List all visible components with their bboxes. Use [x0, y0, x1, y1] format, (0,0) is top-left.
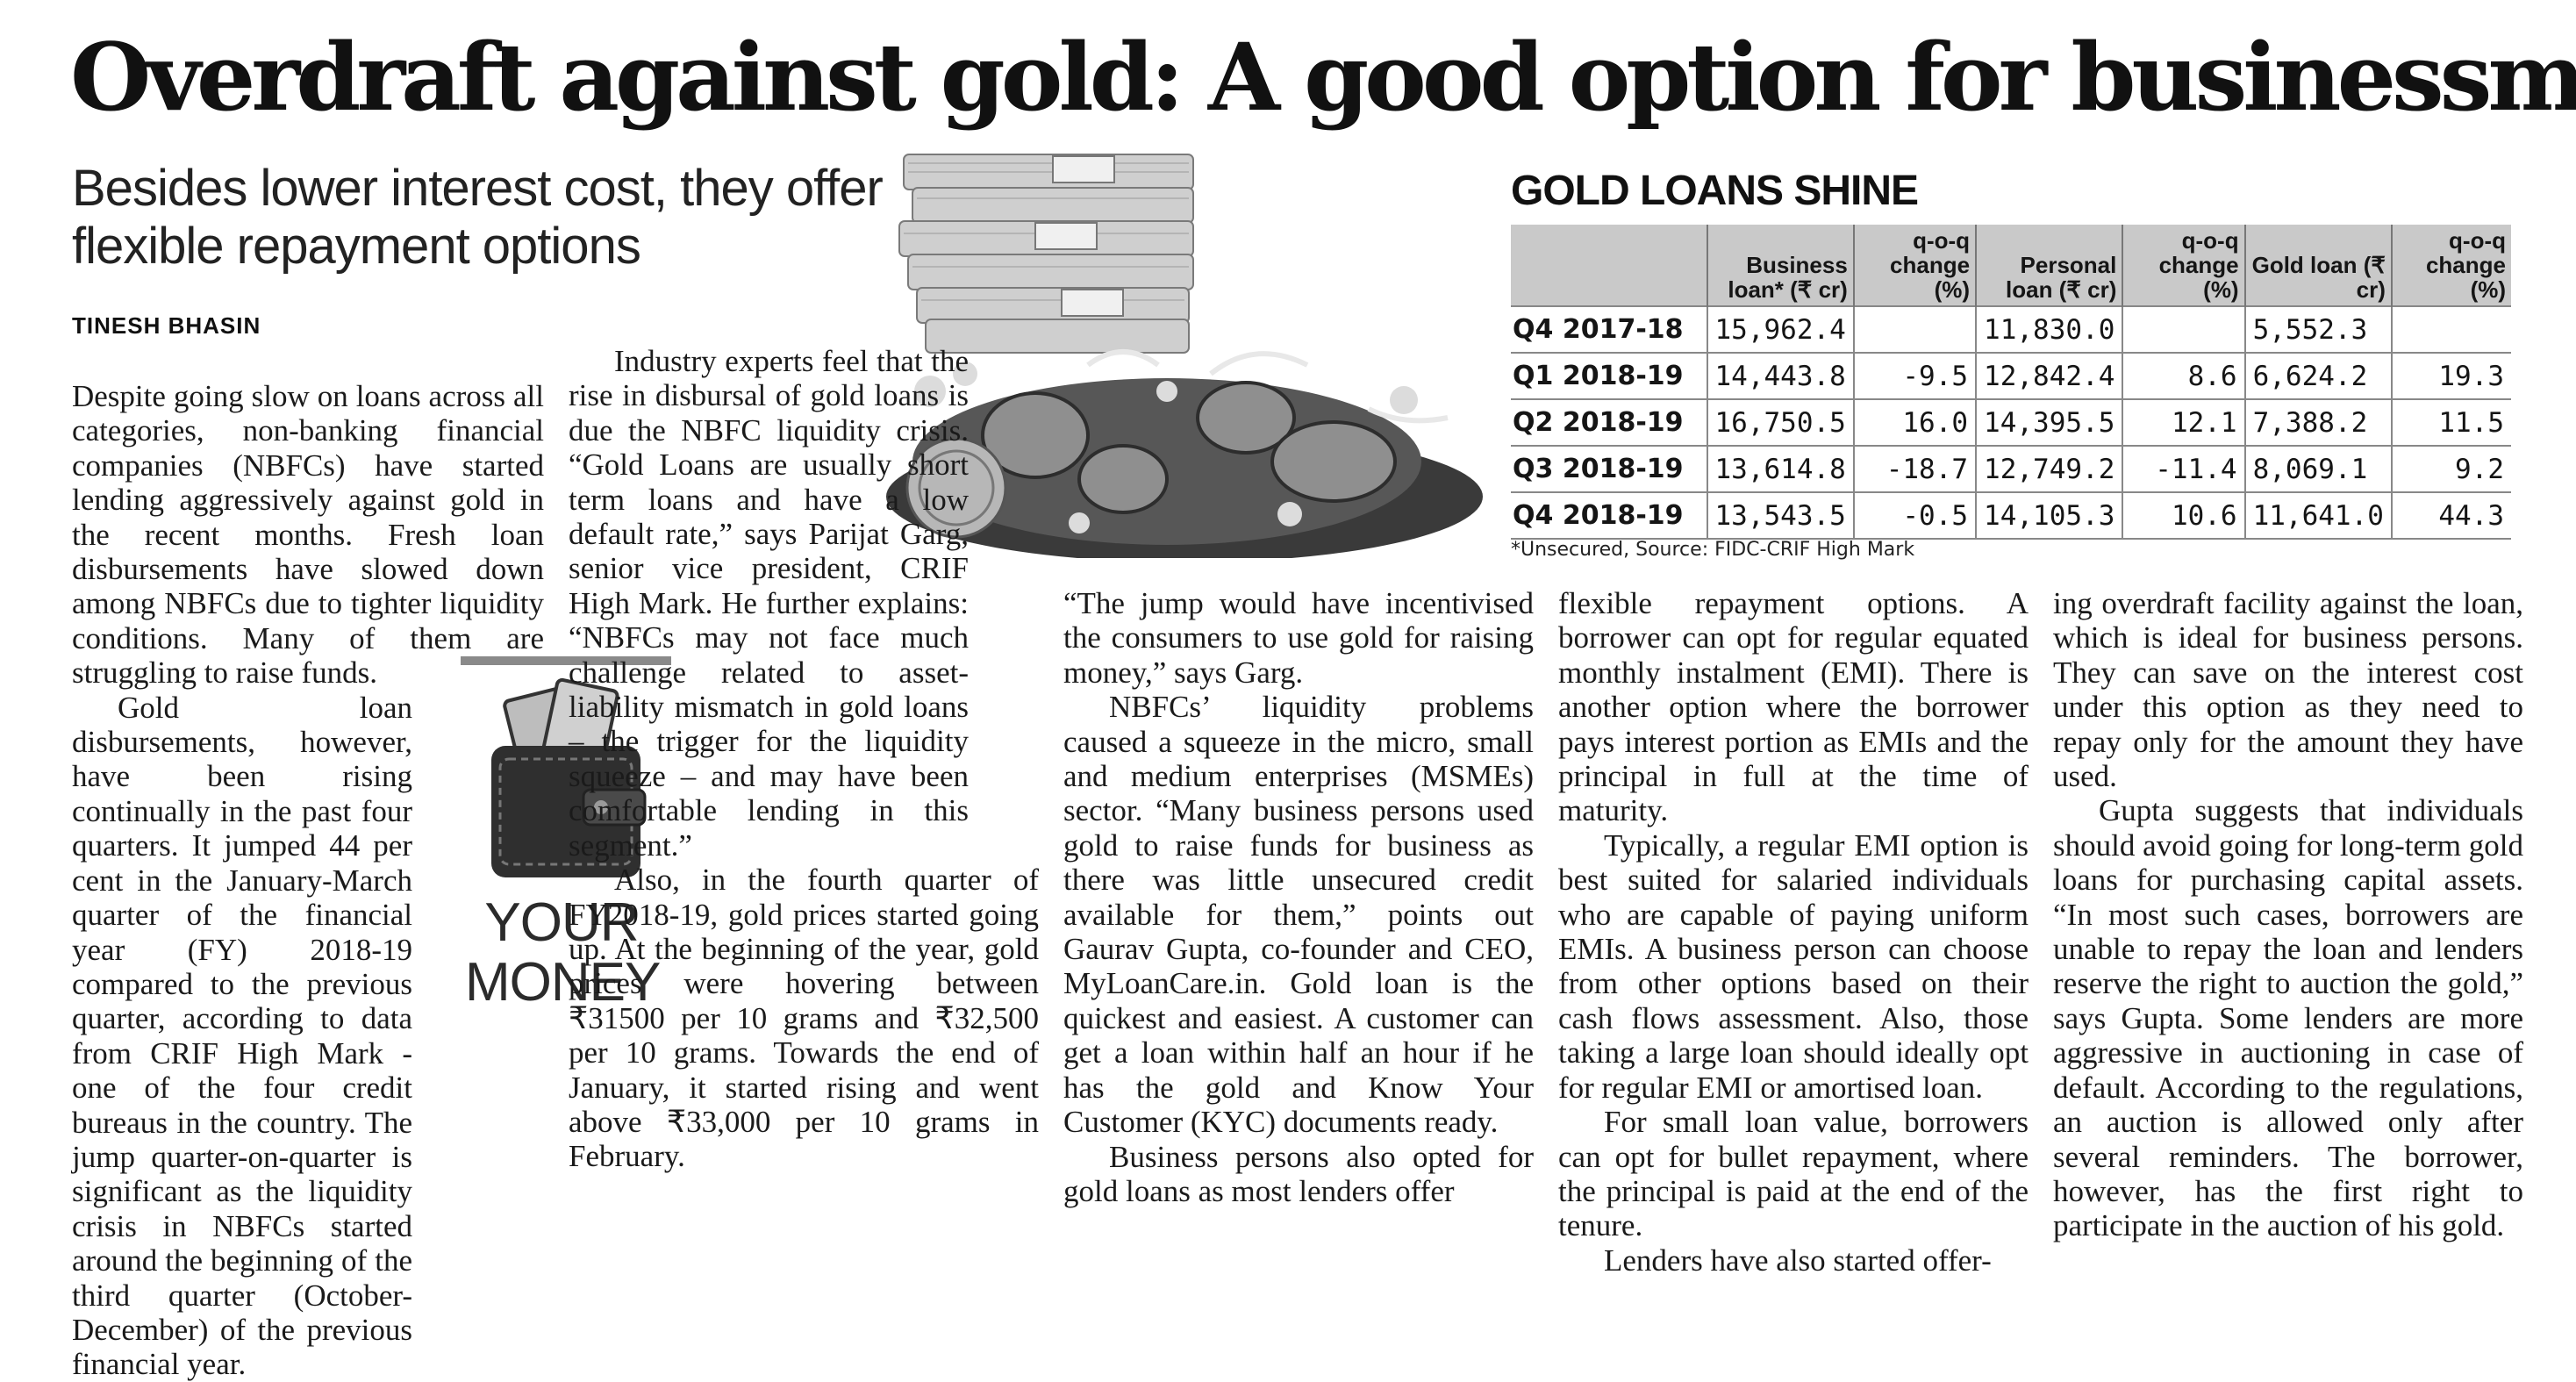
- table-cell: 6,624.2: [2243, 352, 2392, 399]
- paragraph: Despite going slow on loans across all c…: [72, 379, 544, 691]
- table-cell: 15,962.4: [1706, 305, 1854, 353]
- wallet-icon: [478, 676, 654, 895]
- paragraph: Business persons also opted for gold loa…: [1063, 1140, 1534, 1209]
- column-header: Business loan* (₹ cr): [1706, 225, 1854, 306]
- paragraph: “The jump would have incentivised the co…: [1063, 586, 1534, 690]
- article-column-5: ing overdraft facility against the loan,…: [2053, 586, 2523, 1243]
- paragraph-text: flexible repayment options. A borrower c…: [1558, 586, 2029, 828]
- table-cell: [2122, 305, 2245, 353]
- row-label: Q4 2018-19: [1511, 491, 1707, 540]
- table-cell: 12,842.4: [1975, 352, 2123, 399]
- row-label: Q4 2017-18: [1511, 305, 1707, 353]
- paragraph: Gold loan disbursements, however, have b…: [72, 691, 412, 1382]
- paragraph: Typically, a regular EMI option is best …: [1558, 828, 2029, 1105]
- money-and-gold-photo: [877, 146, 1492, 562]
- paragraph: For small loan value, borrowers can opt …: [1558, 1105, 2029, 1243]
- paragraph-text: “The jump would have incentivised the co…: [1063, 586, 1534, 690]
- table-row: Q1 2018-19 14,443.8 -9.5 12,842.4 8.6 6,…: [1511, 352, 2511, 399]
- paragraph: flexible repayment options. A borrower c…: [1558, 586, 2029, 828]
- paragraph-text: Gold loan disbursements, however, have b…: [72, 690, 412, 1382]
- table-cell: 9.2: [2390, 445, 2511, 492]
- column-header: q-o-q change (%): [2390, 225, 2511, 306]
- paragraph: ing overdraft facility against the loan,…: [2053, 586, 2523, 793]
- column-header: q-o-q change (%): [1852, 225, 1977, 306]
- paragraph: Also, in the fourth quarter of FY2018-19…: [569, 863, 1039, 1174]
- column-header: Personal loan (₹ cr): [1975, 225, 2123, 306]
- table-cell: 11,641.0: [2243, 491, 2392, 540]
- article-column-4: flexible repayment options. A borrower c…: [1558, 586, 2029, 1278]
- article-column-3: “The jump would have incentivised the co…: [1063, 586, 1534, 1208]
- headline: Overdraft against gold: A good option fo…: [70, 22, 2576, 132]
- row-label: Q1 2018-19: [1511, 352, 1707, 399]
- row-label: Q2 2018-19: [1511, 398, 1707, 446]
- table-cell: 13,614.8: [1706, 445, 1854, 492]
- table-cell: 16.0: [1852, 398, 1977, 446]
- subheadline: Besides lower interest cost, they offer …: [72, 160, 884, 275]
- table-cell: 5,552.3: [2243, 305, 2392, 353]
- paragraph: Industry experts feel that the rise in d…: [569, 344, 969, 863]
- paragraph-text: Industry experts feel that the rise in d…: [569, 344, 969, 863]
- table-cell: [2390, 305, 2511, 353]
- table-cell: -18.7: [1852, 445, 1977, 492]
- table-cell: 12.1: [2122, 398, 2245, 446]
- table-cell: -11.4: [2122, 445, 2245, 492]
- table-cell: 16,750.5: [1706, 398, 1854, 446]
- column-header: q-o-q change (%): [2122, 225, 2245, 306]
- table-row: Q3 2018-19 13,614.8 -18.7 12,749.2 -11.4…: [1511, 445, 2511, 492]
- table-cell: -0.5: [1852, 491, 1977, 540]
- table-row: Q2 2018-19 16,750.5 16.0 14,395.5 12.1 7…: [1511, 398, 2511, 446]
- table-cell: 14,443.8: [1706, 352, 1854, 399]
- table-cell: 8,069.1: [2243, 445, 2392, 492]
- table-cell: 44.3: [2390, 491, 2511, 540]
- paragraph-text: Lenders have also started offer-: [1604, 1242, 1992, 1278]
- paragraph-text: Despite going slow on loans across all c…: [72, 379, 544, 691]
- table-cell: 13,543.5: [1706, 491, 1854, 540]
- table-cell: 14,105.3: [1975, 491, 2123, 540]
- table-cell: 8.6: [2122, 352, 2245, 399]
- table-cell: -9.5: [1852, 352, 1977, 399]
- table-row: Q4 2017-18 15,962.4 11,830.0 5,552.3: [1511, 305, 2511, 353]
- paragraph-text: NBFCs’ liquidity problems caused a squee…: [1063, 690, 1534, 1140]
- gold-loans-table: Business loan* (₹ cr) q-o-q change (%) P…: [1511, 225, 2511, 540]
- paragraph: Lenders have also started offer-: [1558, 1243, 2029, 1278]
- paragraph-text: For small loan value, borrowers can opt …: [1558, 1105, 2029, 1243]
- table-cell: 10.6: [2122, 491, 2245, 540]
- table-cell: [1852, 305, 1977, 353]
- table-cell: 7,388.2: [2243, 398, 2392, 446]
- paragraph: Gupta suggests that individuals should a…: [2053, 793, 2523, 1242]
- article-column-2: Industry experts feel that the rise in d…: [569, 344, 1039, 1174]
- table-title: GOLD LOANS SHINE: [1511, 168, 1919, 214]
- row-label: Q3 2018-19: [1511, 445, 1707, 492]
- byline: TINESH BHASIN: [72, 312, 261, 339]
- table-cell: 11,830.0: [1975, 305, 2123, 353]
- table-source-note: *Unsecured, Source: FIDC-CRIF High Mark: [1511, 539, 1915, 561]
- table-cell: 14,395.5: [1975, 398, 2123, 446]
- table-cell: 19.3: [2390, 352, 2511, 399]
- table-row: Q4 2018-19 13,543.5 -0.5 14,105.3 10.6 1…: [1511, 491, 2511, 540]
- divider-rule: [461, 656, 671, 665]
- table-cell: 11.5: [2390, 398, 2511, 446]
- table-cell: 12,749.2: [1975, 445, 2123, 492]
- article-column-1: Despite going slow on loans across all c…: [72, 379, 544, 1382]
- table-header-row: Business loan* (₹ cr) q-o-q change (%) P…: [1511, 225, 2511, 306]
- paragraph-text: Also, in the fourth quarter of FY2018-19…: [569, 863, 1039, 1174]
- column-header: Gold loan (₹ cr): [2243, 225, 2392, 306]
- column-header: [1511, 225, 1707, 306]
- paragraph-text: ing overdraft facility against the loan,…: [2053, 586, 2523, 794]
- paragraph-text: Typically, a regular EMI option is best …: [1558, 827, 2029, 1105]
- your-money-label: YOUR MONEY: [465, 892, 661, 1013]
- paragraph-text: Gupta suggests that individuals should a…: [2053, 793, 2523, 1243]
- paragraph: NBFCs’ liquidity problems caused a squee…: [1063, 690, 1534, 1139]
- paragraph-text: Business persons also opted for gold loa…: [1063, 1139, 1534, 1208]
